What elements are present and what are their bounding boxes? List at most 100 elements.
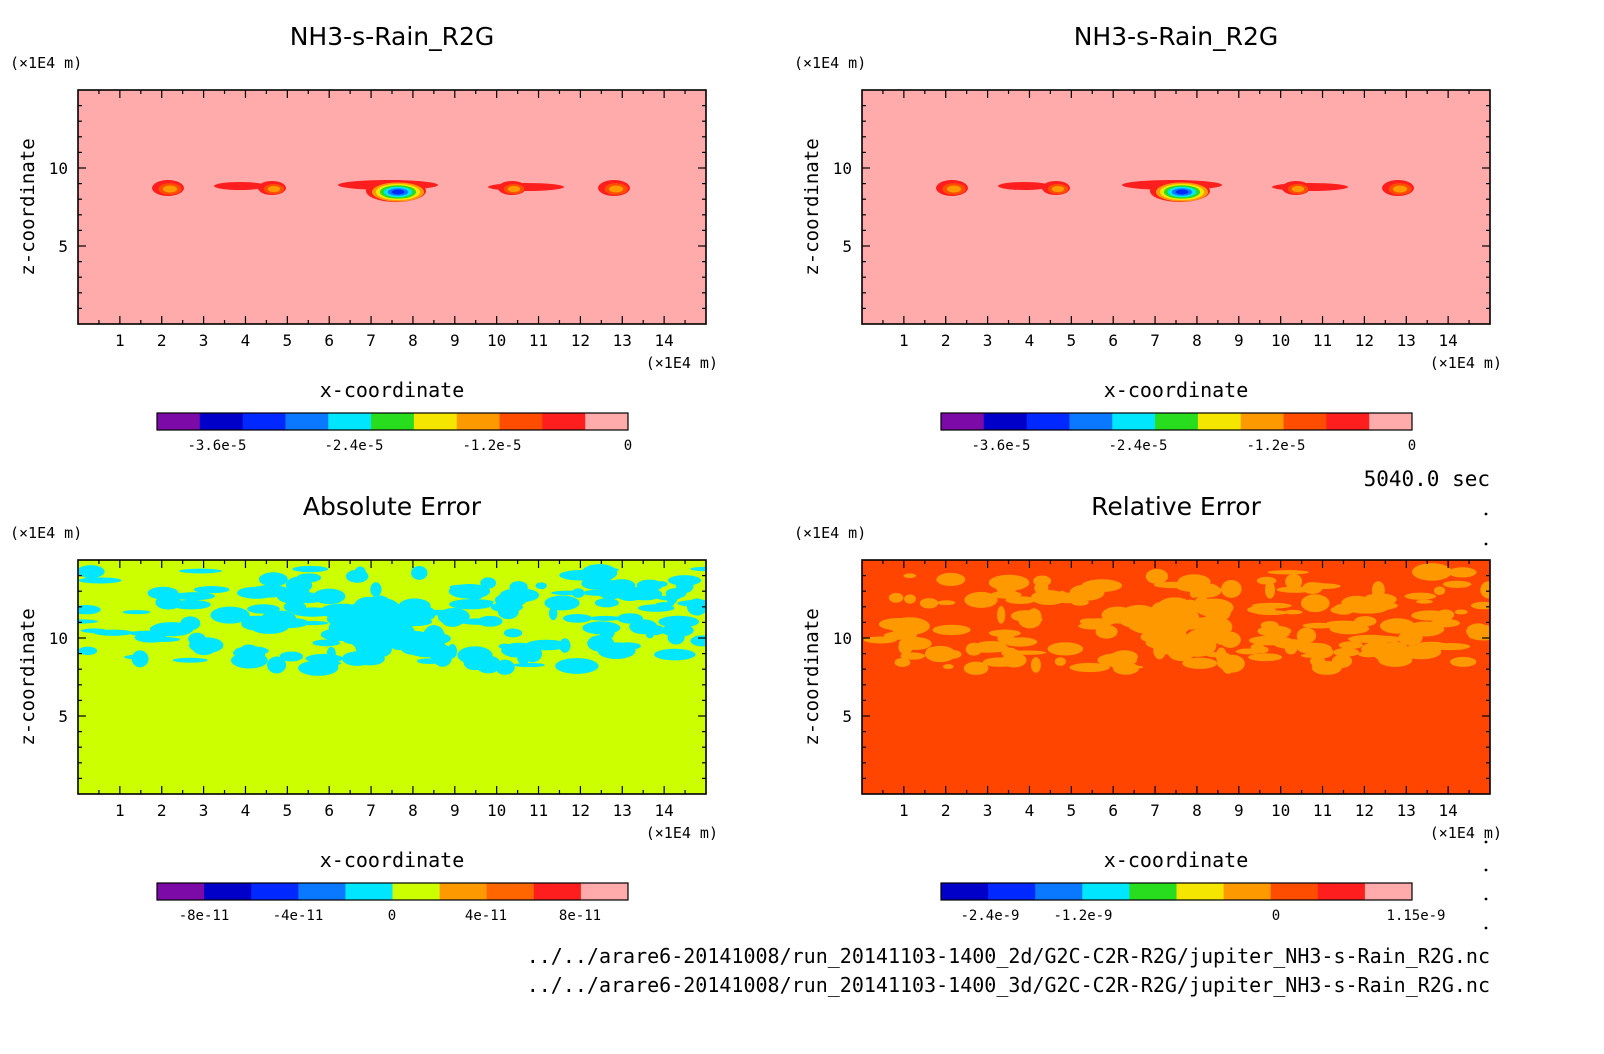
colorbar-tick-label: -8e-11 <box>179 908 230 924</box>
x-tick-label: 6 <box>324 331 334 350</box>
error-patch <box>582 621 621 635</box>
error-patch <box>326 646 336 661</box>
x-tick-label: 8 <box>1192 801 1202 820</box>
x-tick-label: 7 <box>366 331 376 350</box>
colorbar-tick-label: 8e-11 <box>559 908 601 924</box>
colorbar-swatch <box>1270 883 1319 900</box>
colorbar-swatch <box>1197 413 1242 430</box>
error-patch <box>1449 656 1477 667</box>
x-tick-label: 8 <box>408 331 418 350</box>
error-patch <box>503 628 523 638</box>
error-patch <box>172 592 215 601</box>
error-patch <box>658 615 700 628</box>
x-tick-label: 10 <box>487 801 506 820</box>
colorbar: -8e-11 -4e-11 0 4e-11 8e-11 <box>156 882 629 924</box>
error-patch <box>122 610 151 615</box>
error-patch <box>942 664 954 670</box>
x-tick-label: 1 <box>115 801 125 820</box>
error-patch <box>232 650 245 656</box>
error-patch <box>180 616 201 631</box>
error-patch <box>267 656 287 674</box>
colorbar-swatch <box>392 883 441 900</box>
y-tick-label: 10 <box>49 159 68 178</box>
colorbar-tick-label: 0 <box>388 908 396 924</box>
error-patch <box>1309 655 1326 667</box>
x-tick-label: 3 <box>983 801 993 820</box>
x-tick-label: 1 <box>899 801 909 820</box>
y-unit-label: (×1E4 m) <box>10 524 82 542</box>
error-patch <box>636 583 652 596</box>
error-patch <box>1411 563 1452 581</box>
error-patch <box>459 618 499 625</box>
error-patch <box>1448 567 1477 578</box>
colorbar-tick-label: -2.4e-5 <box>324 438 383 454</box>
footer-path-2d: ../../arare6-20141008/run_20141103-1400_… <box>527 944 1490 968</box>
x-tick-label: 10 <box>1271 801 1290 820</box>
x-tick-label: 8 <box>1192 331 1202 350</box>
error-patch <box>544 595 580 611</box>
error-patch <box>562 613 593 623</box>
x-tick-label: 14 <box>1439 801 1458 820</box>
colorbar-swatch <box>1112 413 1156 430</box>
colorbar-swatch <box>941 883 989 900</box>
error-patch <box>1330 606 1347 614</box>
colorbar-swatch <box>204 883 252 900</box>
x-tick-label: 14 <box>655 331 674 350</box>
colorbar-frame <box>156 882 629 901</box>
error-patch <box>987 660 999 667</box>
x-tick-label: 9 <box>1234 801 1244 820</box>
error-patch <box>1312 646 1334 659</box>
error-patch <box>966 642 1009 653</box>
error-patch <box>1436 609 1455 621</box>
error-patch <box>283 601 307 613</box>
x-axis-label: x-coordinate <box>320 378 465 402</box>
colorbar-frame <box>156 412 629 431</box>
error-patch <box>523 645 543 663</box>
time-label: 5040.0 sec <box>1364 467 1490 491</box>
error-patch <box>1079 618 1099 624</box>
error-patch <box>1047 642 1084 656</box>
error-patch <box>640 625 666 636</box>
error-patch <box>249 649 266 661</box>
error-patch <box>131 650 149 668</box>
colorbar-swatch <box>328 413 372 430</box>
colorbar-frame <box>940 882 1413 901</box>
colorbar-swatch <box>1035 883 1083 900</box>
error-patch <box>401 643 432 656</box>
plot-background <box>78 90 706 324</box>
colorbar-swatch <box>285 413 329 430</box>
colorbar-swatch <box>533 883 582 900</box>
colorbar-tick-label: 0 <box>1272 908 1280 924</box>
error-patch <box>588 615 623 621</box>
error-patch <box>1158 598 1189 622</box>
colorbar-swatch <box>251 883 299 900</box>
plot-background <box>862 90 1490 324</box>
x-tick-label: 2 <box>157 801 167 820</box>
colorbar-swatch <box>580 883 629 900</box>
error-patch <box>667 630 685 645</box>
error-patch <box>78 577 122 584</box>
panel-bottom-left: Absolute Error(×1E4 m)1 2 3 4 5 6 7 8 9 10 11 12 13 1… <box>10 492 718 924</box>
error-patch <box>480 577 497 589</box>
error-patch <box>353 623 393 647</box>
rain-contour <box>162 185 178 193</box>
x-tick-label: 12 <box>1355 331 1374 350</box>
error-patch <box>398 598 431 614</box>
error-patch <box>1470 601 1490 610</box>
x-unit-label: (×1E4 m) <box>646 354 718 372</box>
error-patch <box>1081 579 1122 592</box>
error-patch <box>1398 630 1423 646</box>
error-patch <box>210 606 250 624</box>
colorbar: -3.6e-5 -2.4e-5 -1.2e-5 0 <box>156 412 632 454</box>
error-patch <box>449 584 472 590</box>
colorbar-swatch <box>199 413 244 430</box>
error-patch <box>535 582 547 590</box>
panel-bottom-right: Relative Error(×1E4 m)1 2 3 4 5 6 7 8 9 10 11 12 13 1… <box>794 492 1502 924</box>
x-tick-label: 13 <box>613 801 632 820</box>
colorbar-tick-label: 1.15e-9 <box>1386 908 1445 924</box>
error-patch <box>1112 664 1144 670</box>
colorbar-swatch <box>1129 883 1177 900</box>
colorbar-swatch <box>1364 883 1413 900</box>
x-tick-label: 6 <box>1108 331 1118 350</box>
error-patch <box>466 590 484 601</box>
